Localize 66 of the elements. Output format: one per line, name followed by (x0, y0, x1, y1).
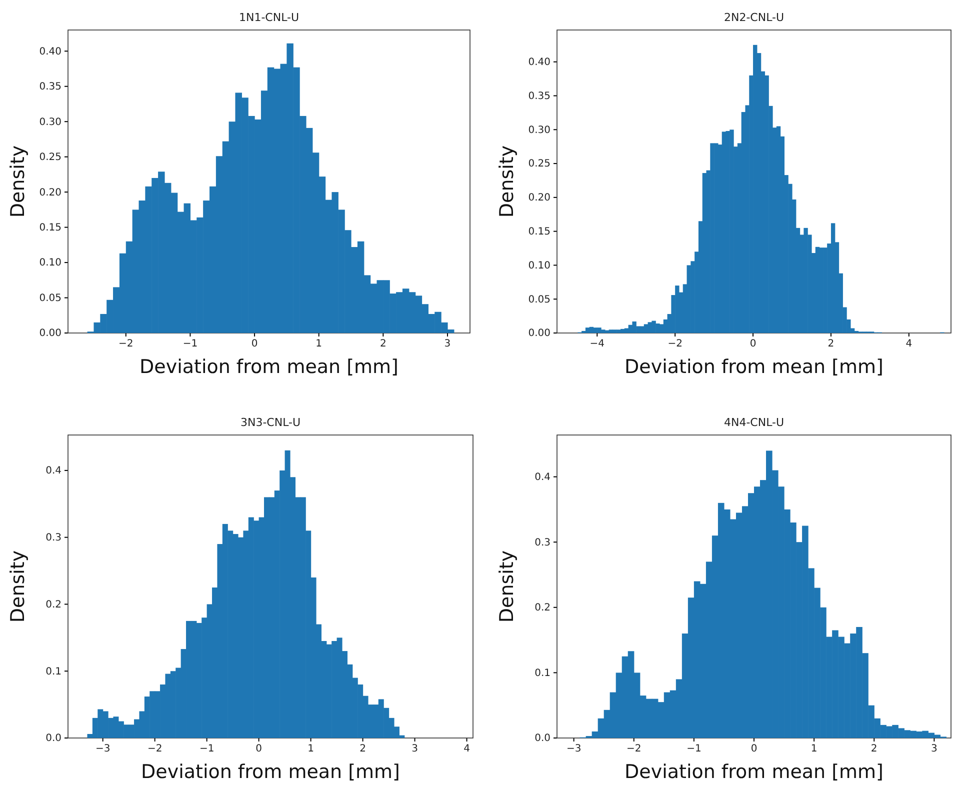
y-tick-label: 0.2 (534, 602, 550, 614)
y-tick-label: 0.00 (528, 328, 550, 340)
x-tick-label: −2 (118, 338, 134, 350)
y-tick-label: 0.0 (534, 733, 550, 744)
x-axis-title: Deviation from mean [mm] (624, 761, 884, 783)
y-tick-label: 0.20 (528, 192, 550, 204)
y-axis-title: Density (7, 550, 29, 623)
x-tick-label: 1 (308, 744, 314, 755)
y-tick-label: 0.05 (528, 294, 550, 306)
y-tick-label: 0.2 (46, 599, 62, 610)
chart-title: 1N1-CNL-U (238, 11, 300, 24)
y-tick-label: 0.10 (39, 258, 62, 269)
chart-title: 2N2-CNL-U (724, 11, 784, 24)
x-tick-label: 1 (316, 338, 322, 350)
y-tick-label: 0.15 (39, 222, 62, 234)
y-tick-label: 0.4 (46, 466, 62, 477)
x-tick-label: 0 (251, 338, 258, 350)
y-tick-label: 0.35 (528, 90, 550, 102)
x-tick-label: −1 (199, 744, 214, 755)
y-tick-label: 0.40 (528, 57, 550, 68)
x-tick-label: 2 (828, 338, 834, 350)
x-tick-label: 2 (870, 744, 878, 755)
x-tick-label: 0 (256, 744, 262, 755)
y-tick-label: 0.1 (46, 666, 62, 678)
y-tick-label: 0.15 (528, 226, 550, 238)
y-tick-label: 0.3 (534, 537, 550, 548)
chart-title: 3N3-CNL-U (240, 416, 301, 429)
x-tick-label: 0 (750, 338, 756, 350)
y-tick-label: 0.3 (46, 532, 62, 544)
x-tick-label: 2 (360, 744, 366, 755)
y-tick-label: 0.00 (39, 328, 62, 340)
x-tick-label: −1 (182, 338, 198, 350)
y-tick-label: 0.25 (528, 158, 550, 170)
chart-title: 4N4-CNL-U (724, 416, 784, 429)
y-tick-label: 0.20 (39, 187, 62, 198)
x-axis-title: Deviation from mean [mm] (141, 761, 400, 783)
y-tick-label: 0.40 (39, 46, 62, 58)
y-tick-label: 0.05 (39, 292, 62, 304)
x-tick-label: −3 (95, 744, 110, 755)
x-tick-label: 2 (380, 338, 386, 350)
y-axis-title: Density (7, 145, 29, 218)
x-tick-label: −1 (686, 744, 702, 755)
y-axis-title: Density (496, 145, 518, 218)
x-tick-label: 3 (412, 744, 418, 755)
x-axis-title: Deviation from mean [mm] (140, 356, 398, 378)
x-tick-label: 0 (750, 744, 758, 755)
x-tick-label: −2 (147, 744, 162, 755)
x-tick-label: −2 (668, 338, 682, 350)
y-tick-label: 0.25 (39, 152, 62, 164)
x-tick-label: 1 (810, 744, 818, 755)
y-tick-label: 0.35 (39, 82, 62, 93)
y-tick-label: 0.1 (534, 668, 550, 679)
x-tick-label: −3 (566, 744, 582, 755)
y-tick-label: 0.4 (534, 472, 550, 483)
y-tick-label: 0.0 (46, 733, 62, 744)
x-tick-label: 4 (464, 744, 470, 755)
x-tick-label: 4 (906, 338, 912, 350)
x-tick-label: −2 (626, 744, 642, 755)
y-tick-label: 0.10 (528, 260, 550, 272)
y-axis-title: Density (496, 550, 518, 623)
y-tick-label: 0.30 (39, 116, 62, 128)
x-tick-label: 3 (444, 338, 451, 350)
x-axis-title: Deviation from mean [mm] (624, 356, 884, 378)
x-tick-label: −4 (590, 338, 605, 350)
x-tick-label: 3 (930, 744, 938, 755)
y-tick-label: 0.30 (528, 124, 550, 136)
